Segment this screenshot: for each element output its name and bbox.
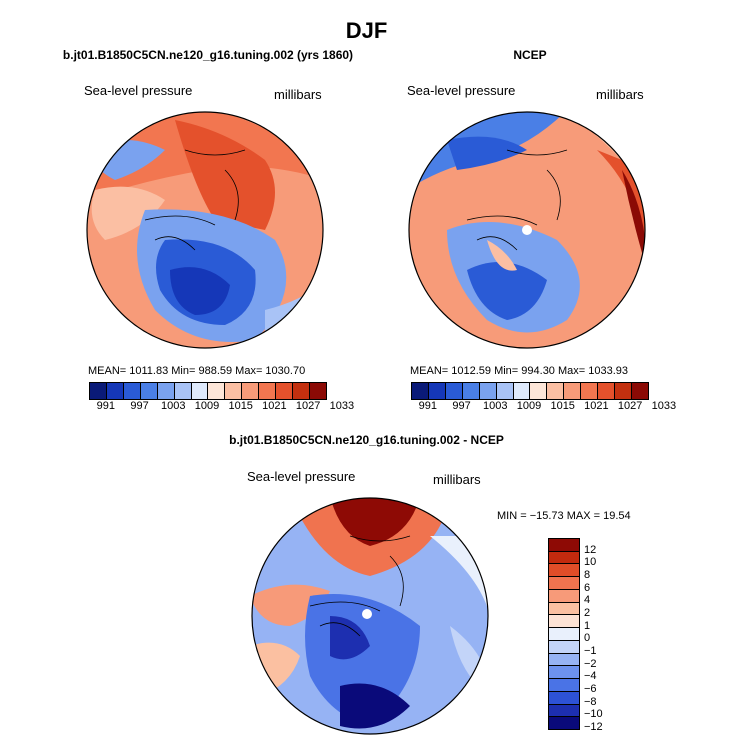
- colorbar-swatch: [427, 383, 445, 399]
- colorbar-tick-label: −2: [584, 657, 597, 670]
- colorbar-swatch: [549, 652, 579, 666]
- colorbar-swatch: [597, 383, 615, 399]
- colorbar-swatch: [292, 383, 309, 399]
- panel1-colorbar-ticks: 991 997 1003 1009 1015 1021 1027 1033: [89, 400, 354, 414]
- colorbar-swatch: [495, 383, 513, 399]
- colorbar-swatch: [207, 383, 225, 399]
- colorbar-tick-label: 991: [96, 400, 116, 412]
- colorbar-tick-label: 10: [584, 556, 597, 569]
- panel3-colorbar-ticks: 12 10 8 6 4 2 1 0 −1 −2 −4 −6 −8 −10 −12: [584, 538, 624, 733]
- colorbar-swatch: [563, 383, 581, 399]
- colorbar-tick-label: 0: [584, 632, 591, 645]
- panel3-colorbar: [548, 538, 580, 730]
- panel1-colorbar: [89, 382, 327, 400]
- colorbar-tick-label: 2: [584, 607, 591, 619]
- colorbar-tick-label: 12: [584, 543, 597, 556]
- colorbar-tick-label: −4: [584, 670, 597, 683]
- colorbar-tick-label: 6: [584, 581, 591, 594]
- colorbar-swatch: [549, 703, 579, 717]
- colorbar-swatch: [412, 383, 428, 399]
- colorbar-swatch: [549, 576, 579, 589]
- colorbar-swatch: [90, 383, 106, 399]
- colorbar-tick-label: 1015: [228, 400, 253, 412]
- colorbar-swatch: [529, 383, 547, 399]
- colorbar-swatch: [461, 383, 479, 399]
- colorbar-tick-label: −6: [584, 683, 597, 695]
- panel3-stats: MIN = −15.73 MAX = 19.54: [497, 510, 631, 522]
- colorbar-tick-label: 1033: [651, 400, 677, 412]
- colorbar-swatch: [580, 383, 598, 399]
- panel3-title: b.jt01.B1850C5CN.ne120_g16.tuning.002 - …: [229, 433, 504, 447]
- colorbar-tick-label: 1027: [617, 400, 643, 412]
- colorbar-swatch: [549, 716, 579, 730]
- colorbar-swatch: [122, 383, 140, 399]
- colorbar-swatch: [224, 383, 242, 399]
- panel2-title: NCEP: [513, 48, 547, 62]
- colorbar-swatch: [549, 601, 579, 615]
- panel3-right-label: millibars: [433, 472, 481, 487]
- colorbar-swatch: [630, 383, 648, 399]
- panel1-stats: MEAN= 1011.83 Min= 988.59 Max= 1030.70: [88, 365, 306, 377]
- colorbar-tick-label: 1009: [516, 400, 542, 412]
- colorbar-tick-label: −8: [584, 695, 597, 708]
- colorbar-swatch: [549, 690, 579, 704]
- panel2-stats: MEAN= 1012.59 Min= 994.30 Max= 1033.93: [410, 365, 629, 377]
- panel2-colorbar-ticks: 991 997 1003 1009 1015 1021 1027 1033: [411, 400, 676, 414]
- colorbar-tick-label: 1003: [161, 400, 186, 412]
- panel2-left-label: Sea-level pressure: [407, 83, 516, 98]
- colorbar-swatch: [139, 383, 157, 399]
- colorbar-swatch: [258, 383, 276, 399]
- colorbar-swatch: [478, 383, 496, 399]
- colorbar-swatch: [308, 383, 326, 399]
- colorbar-tick-label: 1021: [584, 400, 609, 412]
- colorbar-swatch: [549, 550, 579, 564]
- colorbar-tick-label: 1027: [295, 400, 321, 412]
- colorbar-tick-label: 1033: [329, 400, 355, 412]
- colorbar-swatch: [549, 539, 579, 551]
- colorbar-tick-label: 991: [418, 400, 438, 412]
- colorbar-swatch: [512, 383, 530, 399]
- colorbar-tick-label: 1015: [550, 400, 575, 412]
- colorbar-swatch: [549, 639, 579, 653]
- panel1-left-label: Sea-level pressure: [84, 83, 193, 98]
- colorbar-tick-label: 1003: [483, 400, 508, 412]
- colorbar-swatch: [549, 588, 579, 602]
- colorbar-tick-label: 997: [130, 400, 149, 412]
- colorbar-swatch: [173, 383, 191, 399]
- colorbar-tick-label: 1: [584, 619, 591, 632]
- colorbar-swatch: [444, 383, 462, 399]
- colorbar-swatch: [105, 383, 123, 399]
- figure-title: DJF: [345, 18, 388, 43]
- colorbar-swatch: [241, 383, 259, 399]
- colorbar-swatch: [546, 383, 564, 399]
- colorbar-tick-label: 997: [452, 400, 471, 412]
- colorbar-swatch: [190, 383, 208, 399]
- colorbar-swatch: [549, 614, 579, 628]
- panel1-right-label: millibars: [274, 87, 322, 102]
- colorbar-tick-label: −10: [584, 708, 603, 721]
- colorbar-swatch: [549, 563, 579, 577]
- colorbar-swatch: [549, 665, 579, 679]
- panel1-polar-map: [86, 111, 324, 349]
- panel3-left-label: Sea-level pressure: [247, 469, 356, 484]
- colorbar-tick-label: −12: [584, 721, 603, 733]
- colorbar-tick-label: 1009: [194, 400, 220, 412]
- colorbar-swatch: [549, 627, 579, 640]
- panel1-title: b.jt01.B1850C5CN.ne120_g16.tuning.002 (y…: [62, 48, 354, 62]
- panel2-polar-map: [408, 111, 646, 349]
- panel2-right-label: millibars: [596, 87, 644, 102]
- colorbar-swatch: [156, 383, 174, 399]
- colorbar-swatch: [614, 383, 631, 399]
- colorbar-tick-label: 8: [584, 569, 591, 581]
- colorbar-tick-label: 4: [584, 594, 591, 607]
- panel2-colorbar: [411, 382, 649, 400]
- colorbar-tick-label: 1021: [262, 400, 287, 412]
- colorbar-swatch: [275, 383, 293, 399]
- colorbar-swatch: [549, 678, 579, 691]
- panel3-polar-map: [251, 497, 489, 735]
- colorbar-tick-label: −1: [584, 645, 597, 657]
